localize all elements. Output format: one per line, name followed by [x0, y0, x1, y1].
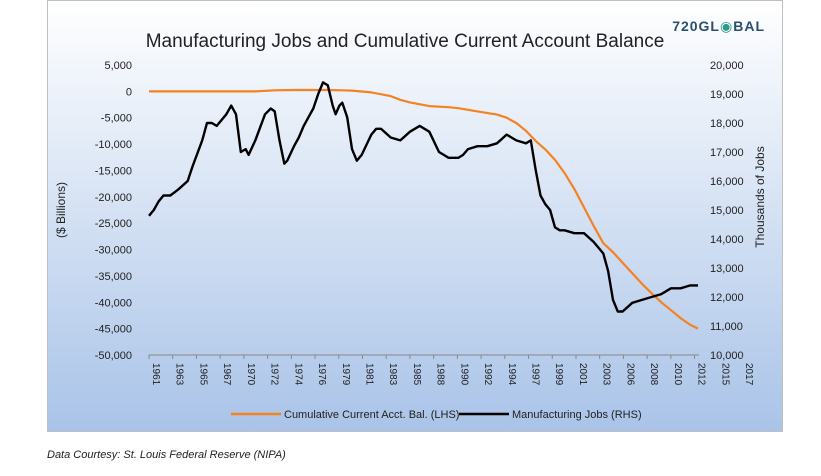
x-tick-label: 1979 — [340, 363, 351, 386]
x-tick-label: 1985 — [411, 363, 422, 386]
y-right-tick-label: 10,000 — [710, 350, 744, 362]
x-tick-label: 1981 — [363, 363, 374, 386]
x-tick-label: 2008 — [648, 363, 659, 386]
x-tick-label: 1974 — [292, 363, 303, 386]
x-tick-label: 2010 — [672, 363, 683, 386]
brand-logo: 720GL◉BAL — [672, 18, 765, 34]
x-tick-label: 1963 — [174, 363, 185, 386]
y-right-tick-label: 19,000 — [710, 89, 744, 101]
legend-label-manufacturing-jobs: Manufacturing Jobs (RHS) — [512, 409, 642, 421]
x-tick-label: 1961 — [150, 363, 161, 386]
x-tick-label: 1970 — [245, 363, 256, 386]
x-tick-label: 1972 — [269, 363, 280, 386]
legend-label-current-account: Cumulative Current Acct. Bal. (LHS) — [284, 409, 459, 421]
y-left-tick-label: -5,000 — [101, 113, 132, 125]
y-right-tick-label: 17,000 — [710, 147, 744, 159]
y-left-tick-label: 5,000 — [104, 60, 132, 72]
chart-background — [47, 0, 783, 432]
y-left-tick-label: -10,000 — [95, 139, 132, 151]
y-right-tick-label: 18,000 — [710, 118, 744, 130]
y-left-tick-label: -15,000 — [95, 165, 132, 177]
y-right-tick-label: 20,000 — [710, 60, 744, 72]
y-left-tick-label: -30,000 — [95, 245, 132, 257]
y-right-tick-label: 14,000 — [710, 234, 744, 246]
series-manufacturing-jobs-line — [148, 81, 698, 313]
y-right-tick-label: 15,000 — [710, 205, 744, 217]
x-tick-label: 1992 — [482, 363, 493, 386]
x-tick-label: 1967 — [221, 363, 232, 386]
x-tick-label: 1976 — [316, 363, 327, 386]
x-tick-label: 1994 — [506, 363, 517, 386]
x-tick-label: 1999 — [553, 363, 564, 386]
y-right-tick-label: 12,000 — [710, 292, 744, 304]
x-tick-label: 1983 — [387, 363, 398, 386]
x-tick-label: 2017 — [743, 363, 754, 386]
y-axis-left-label: ($ Billions) — [54, 182, 68, 238]
y-right-tick-label: 16,000 — [710, 176, 744, 188]
y-axis-right-label: Thousands of Jobs — [753, 146, 767, 247]
series-current-account-line — [149, 88, 699, 330]
x-tick-label: 1965 — [197, 363, 208, 386]
x-tick-label: 2015 — [719, 363, 730, 386]
chart-title: Manufacturing Jobs and Cumulative Curren… — [146, 31, 665, 52]
x-tick-label: 2006 — [624, 363, 635, 386]
y-right-tick-label: 13,000 — [710, 263, 744, 275]
y-left-tick-label: -50,000 — [95, 350, 132, 362]
source-caption: Data Courtesy: St. Louis Federal Reserve… — [47, 449, 286, 461]
y-left-tick-label: -25,000 — [95, 218, 132, 230]
y-left-tick-label: -35,000 — [95, 271, 132, 283]
x-axis: 1961 1963 1965 1967 1970 1972 1974 1976 1979 1981… — [148, 355, 754, 386]
x-tick-label: 1997 — [530, 363, 541, 386]
chart-container: Manufacturing Jobs and Cumulative Curren… — [47, 0, 783, 432]
x-tick-label: 1988 — [435, 363, 446, 386]
y-axis-left: 5,000 0 -5,000 -10,000 -15,000 -20,000 -25,000… — [95, 60, 132, 362]
y-left-tick-label: -45,000 — [95, 324, 132, 336]
y-left-tick-label: -40,000 — [95, 297, 132, 309]
y-right-tick-label: 11,000 — [710, 321, 743, 333]
line-chart: Manufacturing Jobs and Cumulative Curren… — [47, 0, 783, 432]
y-left-tick-label: -20,000 — [95, 192, 132, 204]
x-tick-label: 2012 — [696, 363, 707, 386]
x-tick-label: 2001 — [577, 363, 588, 386]
y-left-tick-label: 0 — [126, 86, 132, 98]
legend: Cumulative Current Acct. Bal. (LHS) Manu… — [231, 409, 642, 421]
x-tick-label: 2003 — [601, 363, 612, 386]
x-tick-label: 1990 — [458, 363, 469, 386]
